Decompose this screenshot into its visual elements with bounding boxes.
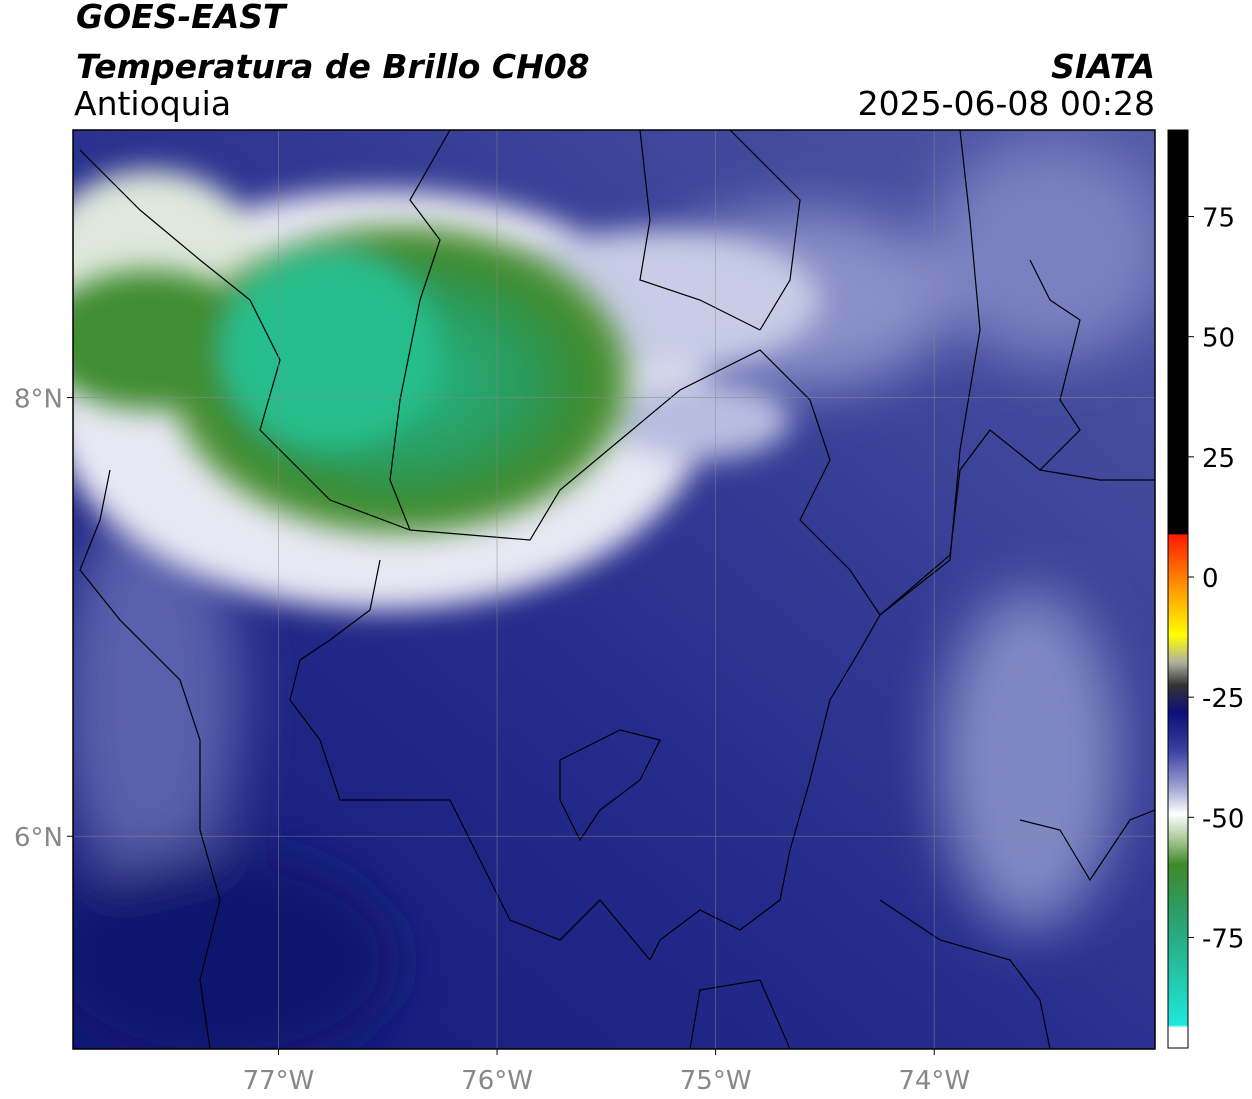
grid xyxy=(73,130,1155,1049)
product-title: Temperatura de Brillo CH08 xyxy=(76,47,590,86)
x-tick-label: 74°W xyxy=(898,1066,970,1096)
colorbar xyxy=(1167,129,1189,1049)
y-tick-label: 6°N xyxy=(14,823,63,853)
region-label: Antioquia xyxy=(74,84,231,123)
colorbar-tick-label: 75 xyxy=(1202,204,1235,234)
colorbar-tick-label: 50 xyxy=(1202,324,1235,354)
colorbar-tick-label: -25 xyxy=(1202,684,1244,714)
x-tick-label: 76°W xyxy=(461,1066,533,1096)
satellite-image xyxy=(73,130,1155,1049)
colorbar-tick-label: -75 xyxy=(1202,924,1244,954)
x-tick-label: 77°W xyxy=(243,1066,315,1096)
colorbar-tick-label: -50 xyxy=(1202,804,1244,834)
datetime-label: 2025-06-08 00:28 xyxy=(858,84,1155,123)
y-tick-label: 8°N xyxy=(14,385,63,415)
colorbar-tick-label: 0 xyxy=(1202,564,1219,594)
x-tick-label: 75°W xyxy=(680,1066,752,1096)
map-frame xyxy=(72,129,1156,1050)
source-label: SIATA xyxy=(1051,47,1155,86)
satellite-label: GOES-EAST xyxy=(76,0,288,36)
borders xyxy=(79,130,1155,1049)
colorbar-tick-label: 25 xyxy=(1202,444,1235,474)
